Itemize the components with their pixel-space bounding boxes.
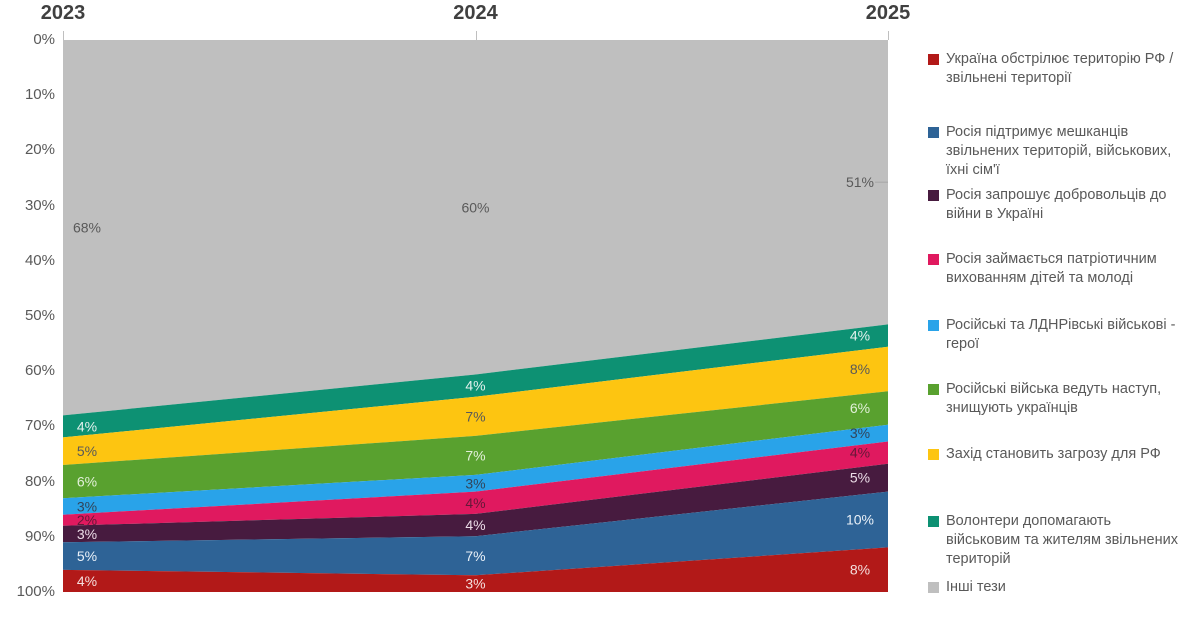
y-axis-tick-label: 0% (33, 31, 55, 48)
area-series-5 (63, 391, 888, 499)
legend-item-3: Росія займається патріотичним вихованням… (928, 250, 1186, 288)
data-label: 8% (850, 562, 870, 578)
legend-swatch (928, 582, 939, 593)
y-axis-tick-label: 30% (24, 196, 55, 214)
data-label: 4% (850, 445, 870, 461)
x-axis-tick (475, 31, 477, 40)
data-label: 6% (850, 400, 870, 416)
legend-item-0: Україна обстрілює територію РФ / звільне… (928, 50, 1186, 88)
y-axis-tick-label: 50% (24, 307, 55, 324)
data-label: 5% (77, 443, 97, 459)
legend-swatch (928, 449, 939, 460)
area-series-7 (63, 324, 888, 438)
legend-swatch (928, 384, 939, 395)
legend-label: Росія займається патріотичним вихованням… (946, 251, 1157, 287)
legend-label: Російські війська ведуть наступ, знищуют… (946, 381, 1162, 417)
data-label: 3% (77, 498, 97, 514)
legend-swatch (928, 127, 939, 138)
legend-label: Російські та ЛДНРівські військові - геро… (946, 317, 1176, 353)
legend-label: Росія підтримує мешканців звільнених тер… (946, 124, 1172, 179)
y-axis-tick-label: 70% (24, 417, 55, 435)
legend-swatch (928, 54, 939, 65)
data-label: 68% (73, 220, 101, 236)
data-label: 2% (77, 512, 97, 528)
area-series-2 (63, 463, 888, 543)
legend-swatch (928, 254, 939, 265)
legend-swatch (928, 516, 939, 527)
data-label: 7% (465, 548, 485, 564)
x-axis-label-2024: 2024 (453, 2, 498, 24)
legend-item-1: Росія підтримує мешканців звільнених тер… (928, 123, 1186, 180)
data-label: 3% (77, 526, 97, 542)
legend-label: Україна обстрілює територію РФ / звільне… (946, 51, 1174, 87)
legend-item-2: Росія запрошує добровольців до війни в У… (928, 186, 1186, 224)
data-label: 7% (465, 447, 485, 463)
x-axis-tick (63, 31, 64, 40)
y-axis-tick-label: 90% (24, 527, 55, 545)
y-axis-tick-label: 100% (16, 583, 55, 600)
plot-area: 68%60%51%4%4%4%5%7%8%6%7%6%3%3%3%2%4%4%3… (63, 40, 888, 592)
data-label: 7% (465, 408, 485, 424)
legend-swatch (928, 190, 939, 201)
legend-item-4: Російські та ЛДНРівські військові - геро… (928, 316, 1186, 354)
data-label: 3% (465, 576, 485, 592)
data-label: 51% (846, 174, 874, 190)
data-label: 4% (465, 517, 485, 533)
y-axis-tick-label: 20% (24, 141, 55, 159)
data-label: 8% (850, 361, 870, 377)
area-series-1 (63, 491, 888, 576)
y-axis-tick-label: 10% (24, 86, 55, 104)
data-label: 3% (465, 475, 485, 491)
area-series-6 (63, 346, 888, 465)
legend: Україна обстрілює територію РФ / звільне… (928, 0, 1190, 639)
data-label: 10% (846, 512, 874, 528)
data-label: 3% (850, 425, 870, 441)
legend-label: Росія запрошує добровольців до війни в У… (946, 187, 1167, 223)
x-axis-label-2023: 2023 (40, 2, 86, 24)
y-axis-tick-label: 40% (24, 251, 55, 269)
data-label: 5% (77, 548, 97, 564)
data-label: 4% (465, 495, 485, 511)
data-label: 4% (77, 418, 97, 434)
area-series-3 (63, 441, 888, 526)
area-series-0 (63, 547, 888, 592)
x-axis-label-2025: 2025 (865, 2, 911, 24)
legend-item-6: Захід становить загрозу для РФ (928, 445, 1161, 464)
y-axis-tick-label: 80% (24, 472, 55, 490)
legend-item-8: Інші тези (928, 578, 1006, 597)
x-axis-tick (888, 31, 889, 40)
area-series-8 (63, 40, 888, 416)
y-axis-tick-label: 60% (24, 362, 55, 380)
legend-item-5: Російські війська ведуть наступ, знищуют… (928, 380, 1186, 418)
data-label: 6% (77, 474, 97, 490)
legend-label: Захід становить загрозу для РФ (946, 446, 1161, 462)
legend-label: Волонтери допомагають військовим та жите… (946, 513, 1178, 568)
data-label: 5% (850, 470, 870, 486)
legend-swatch (928, 320, 939, 331)
data-label: 60% (461, 199, 489, 215)
area-series-4 (63, 424, 888, 515)
legend-label: Інші тези (946, 579, 1006, 595)
data-label: 4% (850, 328, 870, 344)
data-label: 4% (465, 378, 485, 394)
data-label: 4% (77, 573, 97, 589)
legend-item-7: Волонтери допомагають військовим та жите… (928, 512, 1186, 569)
